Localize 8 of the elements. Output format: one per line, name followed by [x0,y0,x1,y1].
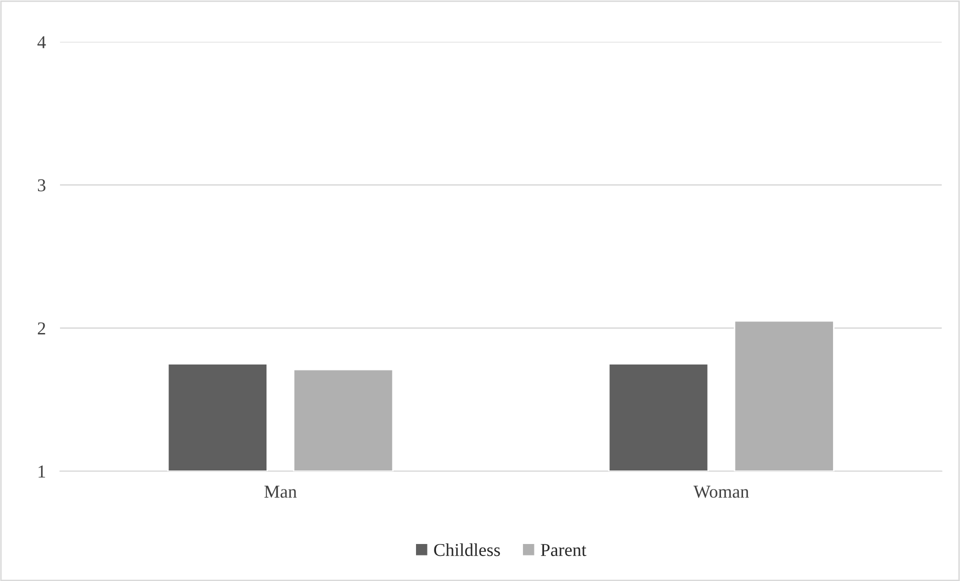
legend-label: Parent [540,544,586,556]
x-tick-label: Man [264,486,297,498]
legend-label: Childless [434,543,500,556]
y-tick-label: 1 [38,466,46,478]
y-tick-label: 2 [38,322,46,334]
y-tick-label: 3 [38,179,46,192]
x-tick-label: Woman [693,486,749,498]
y-tick-label: 4 [37,36,46,48]
